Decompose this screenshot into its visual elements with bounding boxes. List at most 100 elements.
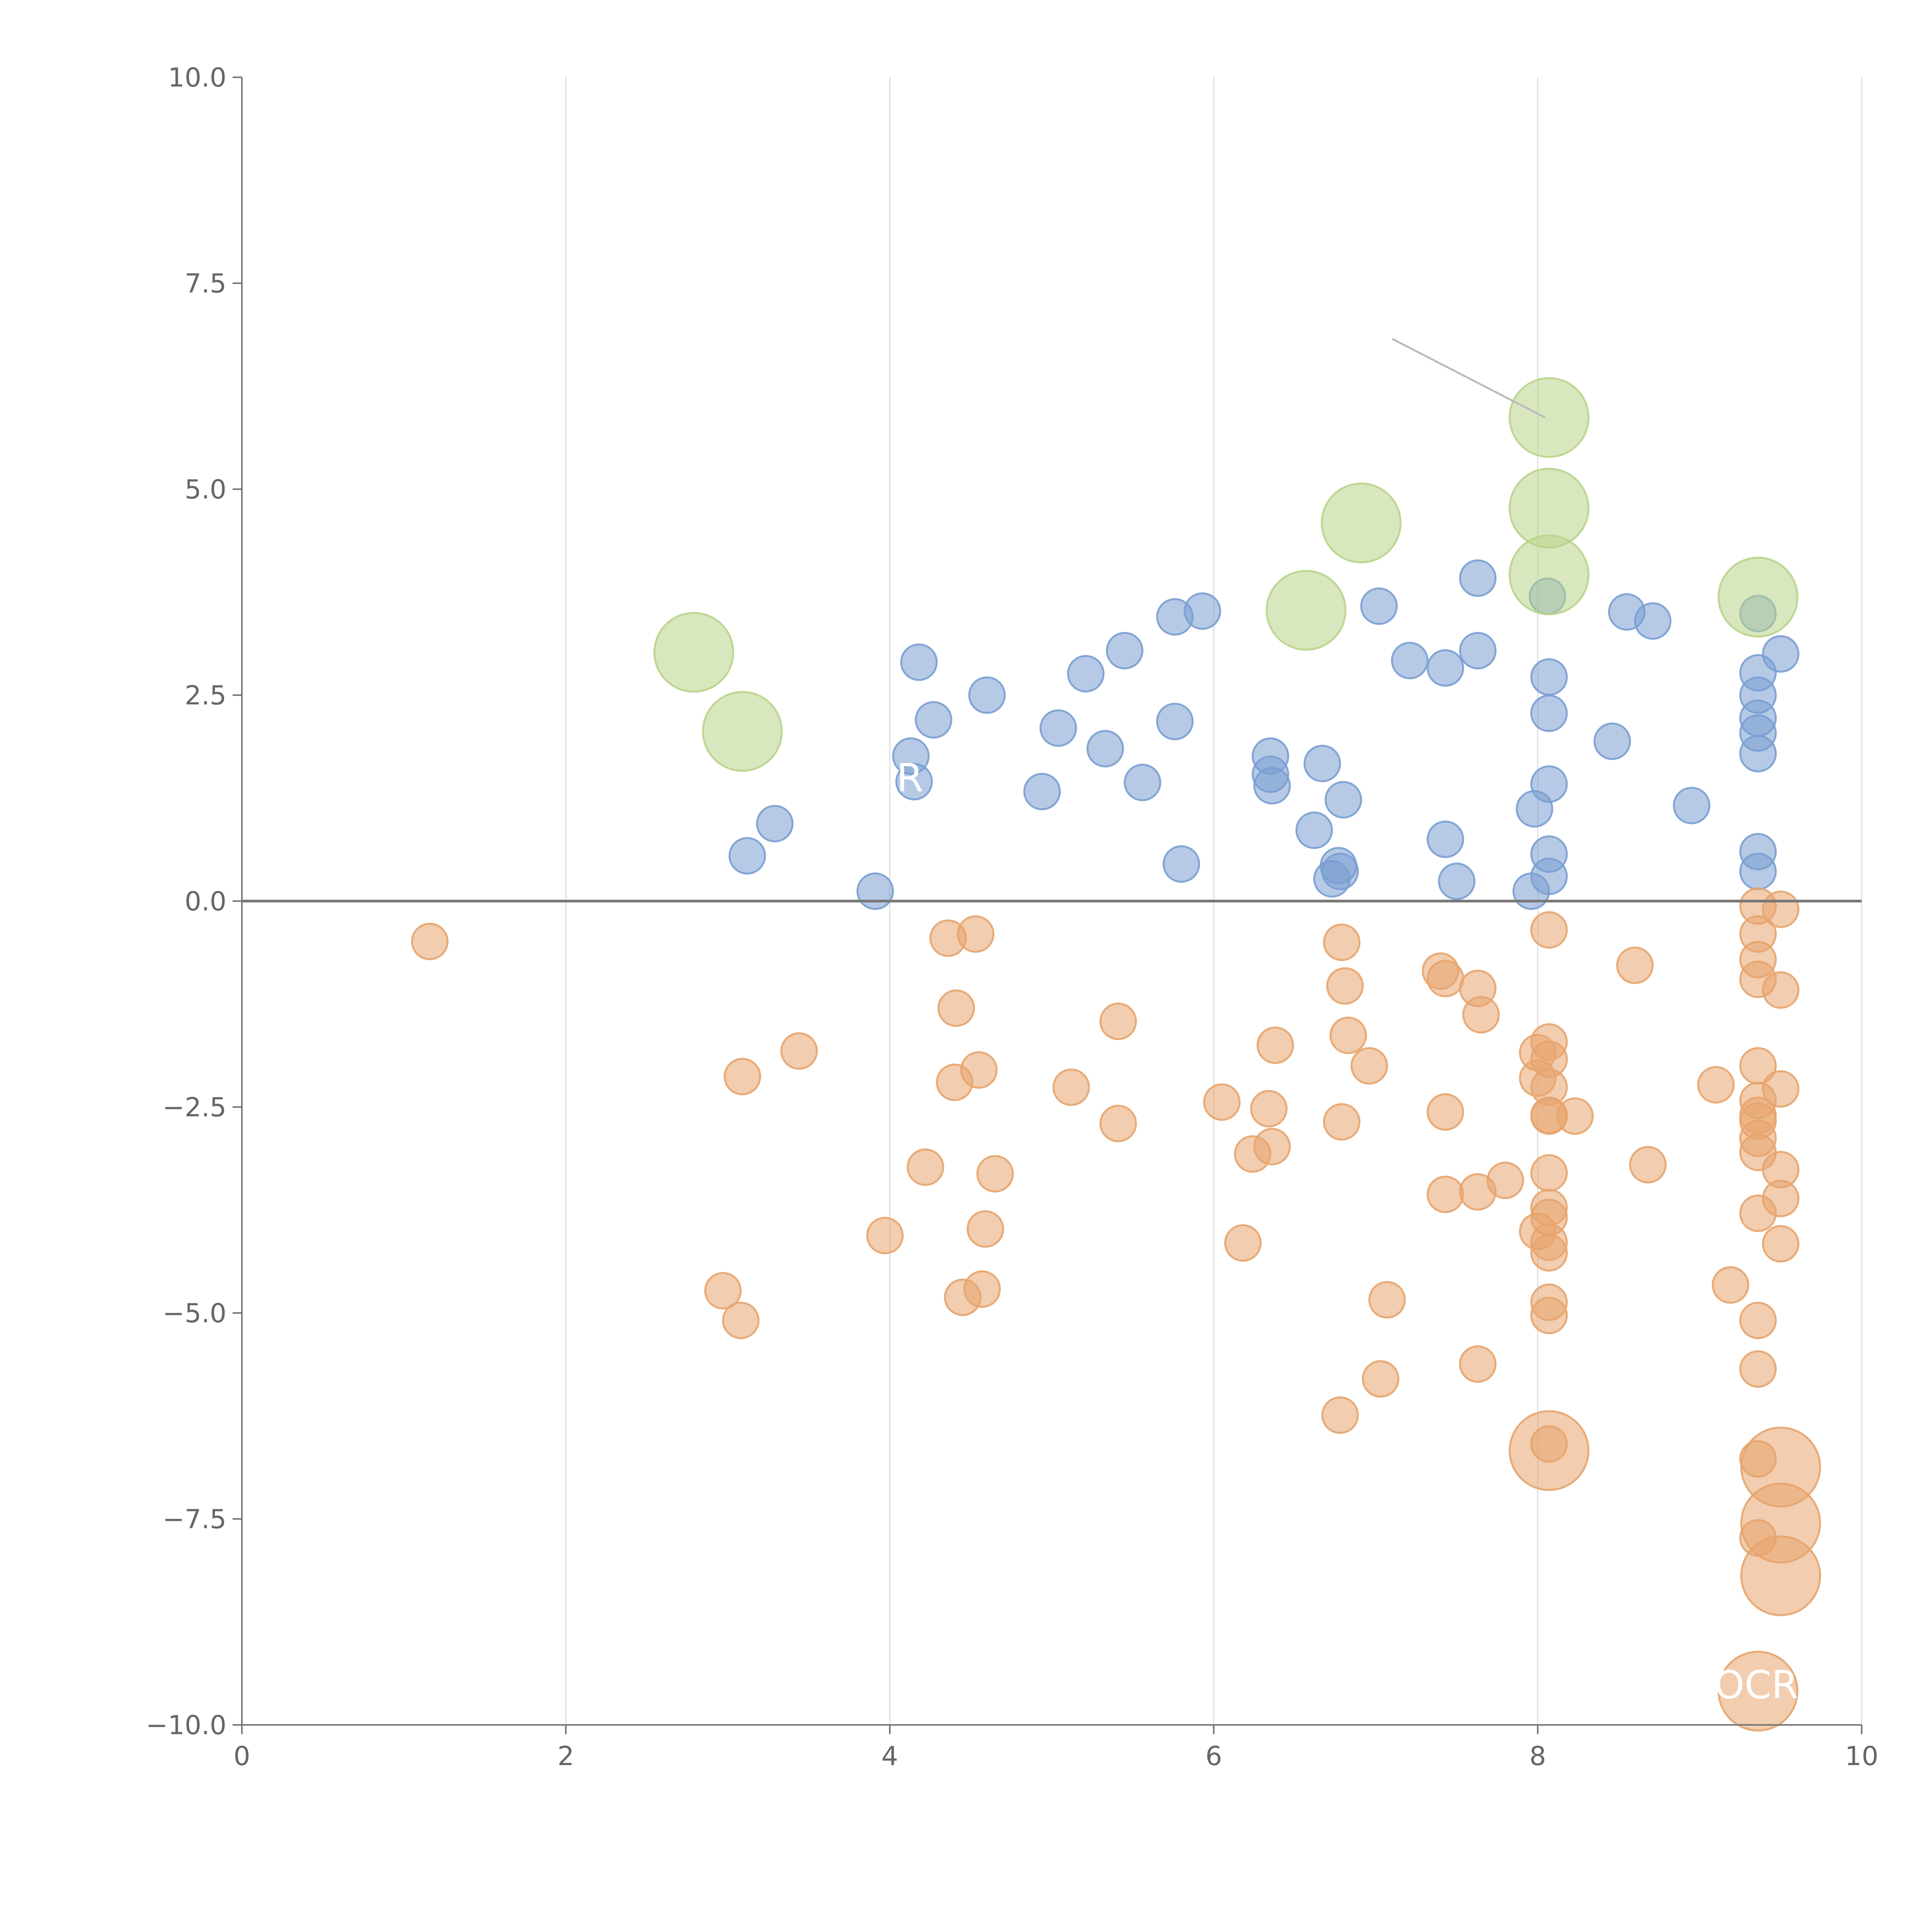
y-tick-label: 7.5 bbox=[185, 269, 226, 299]
data-point-highlight-positive bbox=[653, 612, 735, 693]
y-tick-label: −10.0 bbox=[146, 1710, 226, 1741]
data-point-highlight-positive bbox=[1509, 534, 1590, 616]
data-point-positive bbox=[1067, 655, 1105, 693]
data-point-negative bbox=[1530, 1234, 1568, 1272]
data-point-negative bbox=[1362, 1360, 1400, 1398]
data-point-positive bbox=[1427, 820, 1464, 858]
data-point-negative bbox=[1556, 1097, 1594, 1135]
data-point-positive bbox=[1039, 709, 1077, 747]
data-point-positive bbox=[1459, 559, 1497, 597]
data-point-negative bbox=[411, 922, 449, 960]
leader-line bbox=[1391, 338, 1546, 418]
data-point-negative bbox=[1616, 946, 1654, 984]
data-point-negative bbox=[1323, 923, 1361, 961]
data-points bbox=[411, 377, 1821, 1732]
y-tick-label: 10.0 bbox=[168, 63, 226, 93]
data-point-negative bbox=[1224, 1224, 1262, 1262]
y-tick-label: 5.0 bbox=[185, 474, 226, 505]
data-point-negative bbox=[937, 989, 975, 1027]
data-point-negative bbox=[1762, 1070, 1799, 1108]
data-point-negative bbox=[1368, 1281, 1406, 1319]
data-point-negative bbox=[1329, 1017, 1367, 1054]
x-tick-label: 0 bbox=[233, 1741, 250, 1772]
data-point-negative bbox=[704, 1272, 742, 1310]
data-point-positive bbox=[1530, 658, 1568, 696]
annotations: OCR R bbox=[896, 338, 1798, 1708]
data-point-positive bbox=[1325, 781, 1362, 819]
data-point-negative bbox=[1462, 996, 1500, 1034]
data-point-negative bbox=[1099, 1002, 1137, 1040]
data-point-positive bbox=[1673, 787, 1711, 825]
data-point-negative bbox=[866, 1217, 904, 1255]
data-point-negative bbox=[960, 1051, 998, 1089]
data-point-negative bbox=[1203, 1083, 1241, 1121]
data-point-positive bbox=[1530, 857, 1568, 895]
y-tick-label: 0.0 bbox=[185, 886, 226, 917]
data-point-positive bbox=[1360, 587, 1398, 625]
data-point-negative bbox=[723, 1058, 761, 1095]
data-point-positive bbox=[1184, 592, 1221, 630]
data-point-negative bbox=[906, 1148, 944, 1186]
data-point-highlight-negative bbox=[1509, 1410, 1590, 1491]
data-point-negative bbox=[1326, 967, 1364, 1005]
data-point-negative bbox=[1711, 1266, 1749, 1304]
data-point-negative bbox=[1530, 911, 1568, 949]
data-point-negative bbox=[1250, 1090, 1288, 1128]
data-point-positive bbox=[1124, 764, 1162, 801]
x-tick-label: 6 bbox=[1206, 1741, 1222, 1772]
data-point-positive bbox=[1303, 745, 1341, 782]
data-point-negative bbox=[1253, 1128, 1291, 1165]
data-point-positive bbox=[1739, 735, 1777, 772]
data-point-positive bbox=[1593, 722, 1631, 760]
data-point-highlight-negative bbox=[1718, 1651, 1799, 1732]
data-point-negative bbox=[1762, 1180, 1799, 1218]
data-point-negative bbox=[780, 1032, 818, 1070]
data-point-negative bbox=[966, 1210, 1004, 1248]
data-point-negative bbox=[1762, 890, 1799, 928]
data-point-positive bbox=[968, 676, 1006, 714]
y-tick-label: 2.5 bbox=[185, 680, 226, 711]
data-point-negative bbox=[963, 1270, 1001, 1308]
data-point-negative bbox=[1099, 1105, 1137, 1143]
data-point-positive bbox=[1427, 649, 1464, 687]
tick-labels: 0 2 4 6 8 10 −10.0 −7.5 −5.0 −2.5 0.0 2.5 5.0 7.5 10.0 bbox=[146, 63, 1879, 1772]
data-point-positive bbox=[1459, 632, 1497, 670]
data-point-positive bbox=[1634, 602, 1672, 640]
data-point-negative bbox=[1350, 1047, 1388, 1085]
data-point-negative bbox=[1323, 1103, 1361, 1141]
x-tick-label: 10 bbox=[1845, 1741, 1879, 1772]
data-point-positive bbox=[1295, 811, 1333, 849]
data-point-positive bbox=[1023, 772, 1061, 810]
data-point-positive bbox=[915, 701, 952, 739]
data-point-negative bbox=[1629, 1146, 1667, 1184]
data-point-negative bbox=[1486, 1162, 1524, 1199]
data-point-positive bbox=[856, 872, 894, 910]
axes bbox=[233, 77, 1862, 1734]
y-tick-label: −5.0 bbox=[163, 1298, 226, 1329]
data-point-positive bbox=[1106, 632, 1144, 670]
data-point-negative bbox=[1256, 1026, 1294, 1064]
data-point-negative bbox=[1427, 1093, 1464, 1131]
data-point-highlight-negative bbox=[1740, 1535, 1821, 1616]
data-point-negative bbox=[1052, 1068, 1090, 1106]
data-point-negative bbox=[1427, 1175, 1464, 1213]
annotation-r: R bbox=[896, 755, 923, 801]
data-point-negative bbox=[1459, 1345, 1497, 1383]
data-point-positive bbox=[756, 805, 794, 843]
data-point-negative bbox=[1739, 1350, 1777, 1388]
data-point-highlight-positive bbox=[1265, 570, 1347, 651]
data-point-positive bbox=[1086, 730, 1124, 768]
data-point-positive bbox=[1530, 765, 1568, 803]
data-point-negative bbox=[1697, 1066, 1735, 1104]
data-point-positive bbox=[1321, 852, 1359, 890]
y-tick-label: −2.5 bbox=[163, 1092, 226, 1123]
data-point-negative bbox=[1530, 1154, 1568, 1192]
data-point-positive bbox=[1162, 845, 1200, 883]
data-point-positive bbox=[1530, 694, 1568, 732]
data-point-negative bbox=[722, 1301, 760, 1339]
data-point-negative bbox=[957, 915, 995, 953]
data-point-positive bbox=[1253, 767, 1291, 805]
data-point-positive bbox=[1762, 635, 1799, 673]
data-point-highlight-positive bbox=[1718, 556, 1799, 638]
